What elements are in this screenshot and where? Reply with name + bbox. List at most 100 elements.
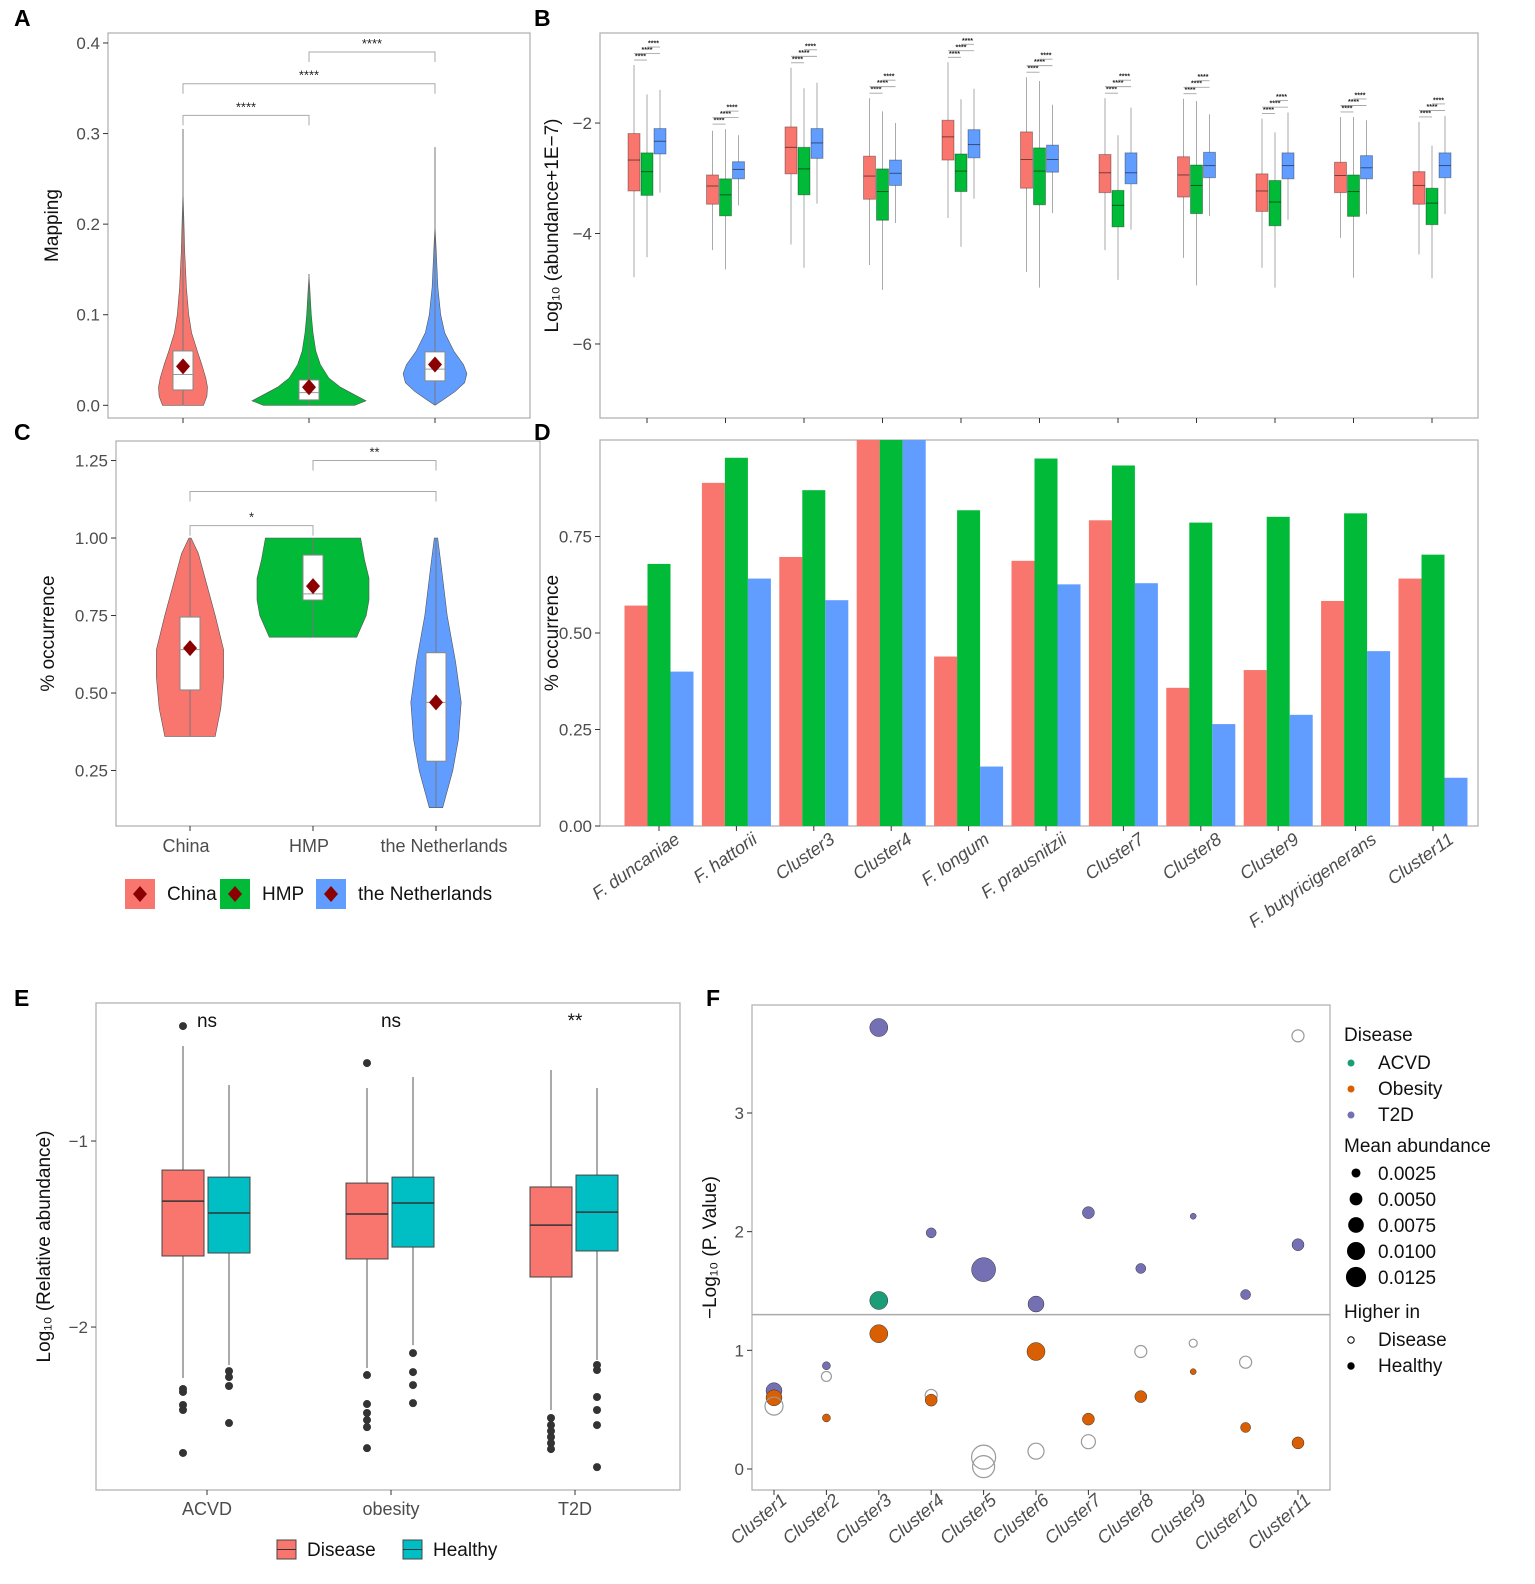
panel-label: E <box>14 985 29 1011</box>
outlier-point <box>179 1387 187 1396</box>
y-axis-title: % occurrence <box>38 575 59 691</box>
point-obesity <box>1026 1342 1046 1361</box>
box-China <box>706 174 719 205</box>
point-obesity <box>1240 1422 1251 1433</box>
significance-label: **** <box>805 43 816 50</box>
x-tick-label: Cluster3 <box>831 1490 895 1548</box>
significance-label: ns <box>197 1011 217 1032</box>
significance-label: **** <box>635 54 646 61</box>
significance-label: **** <box>642 47 653 54</box>
outlier-point <box>225 1419 233 1428</box>
y-tick-label: 0.2 <box>76 215 100 234</box>
legend-dot <box>1347 1362 1355 1370</box>
x-tick-label: Cluster1 <box>726 1490 790 1548</box>
bar-the-Netherlands <box>1367 651 1391 826</box>
box-HMP <box>1033 147 1046 206</box>
bar-China <box>701 482 725 826</box>
bar-HMP <box>802 490 826 826</box>
significance-label: **** <box>1113 80 1124 87</box>
box-Disease <box>345 1182 389 1260</box>
point-obesity <box>924 1393 938 1407</box>
bar-the-Netherlands <box>1212 724 1236 826</box>
point-obesity <box>869 1324 889 1343</box>
box-the-Netherlands <box>1360 155 1373 180</box>
box-the-Netherlands <box>1046 144 1059 173</box>
plot-frame <box>95 1002 681 1491</box>
point-acvd <box>1188 1338 1198 1348</box>
significance-label: ns <box>381 1011 401 1032</box>
significance-label: **** <box>884 74 895 81</box>
bar-the-Netherlands <box>1134 583 1158 826</box>
significance-label: **** <box>949 51 960 58</box>
outlier-point <box>547 1432 555 1441</box>
legend-label: Disease <box>1378 1330 1447 1351</box>
bar-the-Netherlands <box>747 578 771 826</box>
legend-label: 0.0050 <box>1378 1190 1436 1211</box>
significance-label: **** <box>299 68 319 83</box>
point-acvd <box>1080 1434 1097 1450</box>
x-tick-label: Cluster11 <box>1384 829 1457 889</box>
point-obesity <box>765 1389 783 1407</box>
significance-label: **** <box>1276 94 1287 101</box>
y-tick-label: 0.1 <box>76 306 100 325</box>
mean-marker <box>429 694 443 711</box>
significance-label: * <box>249 510 254 525</box>
significance-label: **** <box>1198 74 1209 81</box>
point-t2d <box>1240 1289 1251 1300</box>
bar-China <box>934 656 958 826</box>
panel-label: A <box>14 5 31 31</box>
x-tick-label: Cluster8 <box>1159 829 1225 884</box>
box-China <box>1177 156 1190 198</box>
x-tick-label: Cluster4 <box>849 829 915 884</box>
significance-label: **** <box>792 56 803 63</box>
outlier-point <box>547 1439 555 1448</box>
y-tick-label: 0.0 <box>76 396 100 415</box>
y-tick-label: −2 <box>69 1318 88 1337</box>
point-acvd <box>869 1291 889 1310</box>
bar-HMP <box>724 457 748 826</box>
outlier-point <box>593 1406 601 1415</box>
y-tick-label: 0.4 <box>76 34 100 53</box>
point-t2d <box>925 1227 937 1239</box>
y-tick-label: −6 <box>573 335 592 354</box>
panel-label: D <box>534 419 551 445</box>
box-HMP <box>1268 179 1282 227</box>
x-tick-label: F. butyricigenerans <box>1245 829 1380 932</box>
outlier-point <box>363 1423 371 1432</box>
bar-HMP <box>1421 554 1445 826</box>
box-HMP <box>719 178 732 217</box>
significance-label: **** <box>1348 99 1359 106</box>
legend-label: the Netherlands <box>358 884 492 905</box>
significance-label: **** <box>720 111 731 118</box>
significance-label: **** <box>1433 97 1444 104</box>
point-acvd <box>970 1444 997 1470</box>
significance-label: **** <box>648 41 659 48</box>
outlier-point <box>593 1392 601 1401</box>
box-China <box>1020 131 1033 189</box>
diamond-icon <box>228 886 242 902</box>
diamond-icon <box>133 886 147 902</box>
x-tick-label: F. hattorii <box>690 828 762 887</box>
point-acvd <box>1027 1442 1045 1460</box>
legend-label: 0.0025 <box>1378 1164 1436 1185</box>
x-tick-label: F. prausnitzii <box>977 828 1071 902</box>
significance-label: **** <box>1041 53 1052 60</box>
significance-label: **** <box>871 87 882 94</box>
point-acvd <box>1238 1355 1253 1369</box>
bar-the-Netherlands <box>825 600 849 826</box>
legend-title: Disease <box>1344 1025 1413 1046</box>
y-axis-title: Mapping <box>42 189 63 262</box>
legend-label: Healthy <box>1378 1356 1443 1377</box>
bar-the-Netherlands <box>1289 714 1313 826</box>
plot-frame <box>751 1004 1331 1491</box>
box-China <box>627 133 641 192</box>
outlier-point <box>363 1371 371 1380</box>
box-China <box>941 119 955 161</box>
legend: Disease ACVD Obesity T2D Mean abundance 0.002… <box>1344 1025 1491 1377</box>
box-the-Netherlands <box>1124 152 1138 185</box>
bar-HMP <box>1344 513 1368 826</box>
box-China <box>1334 161 1347 194</box>
significance-bracket <box>189 525 314 536</box>
